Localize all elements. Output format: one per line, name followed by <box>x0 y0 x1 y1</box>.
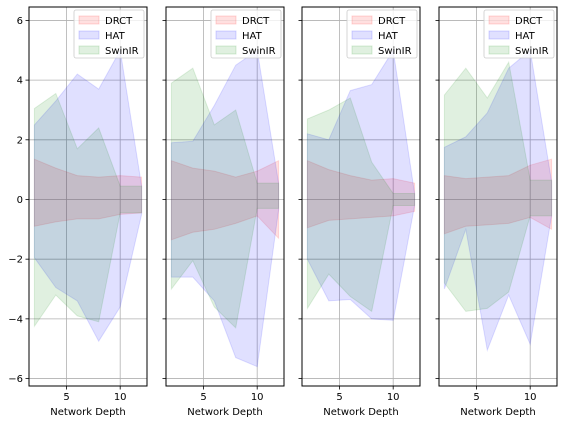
legend-swatch-drct <box>351 15 373 25</box>
legend-label-hat: HAT <box>105 31 126 42</box>
y-tick-label: 2 <box>17 135 23 146</box>
x-tick-label: 5 <box>473 392 479 403</box>
plot-area <box>302 7 420 386</box>
chart-panel-3: 5 10 Network Depth DRCT HAT SwinIR <box>298 6 421 418</box>
axes-frame <box>301 6 421 387</box>
chart-panel-1: 5 10 −6 −4 −2 0 2 4 6 Network Depth DRCT HAT SwinIR <box>8 6 148 418</box>
band-hat <box>170 49 280 368</box>
x-tick-label: 10 <box>387 392 400 403</box>
legend-swatch-hat <box>488 30 510 40</box>
legend-label-hat: HAT <box>242 31 263 42</box>
legend-swatch-swinir <box>488 45 510 55</box>
band-swinir <box>170 67 280 329</box>
legend: DRCT HAT SwinIR <box>346 9 418 59</box>
legend-box <box>210 9 282 59</box>
legend-box <box>73 9 145 59</box>
y-tick-label: 4 <box>17 76 23 87</box>
x-tick-label: 10 <box>251 392 264 403</box>
x-tick-label: 10 <box>114 392 127 403</box>
legend-swatch-hat <box>215 30 237 40</box>
band-swinir <box>306 97 416 313</box>
legend-swatch-drct <box>488 15 510 25</box>
band-swinir <box>443 60 553 312</box>
legend-swatch-drct <box>215 15 237 25</box>
x-axis-label: Network Depth <box>187 407 262 418</box>
legend-swatch-hat <box>351 30 373 40</box>
y-tick-label: −2 <box>8 255 23 266</box>
plot-area <box>166 7 284 386</box>
legend-label-drct: DRCT <box>378 16 406 27</box>
band-hat <box>306 48 416 321</box>
legend-label-swinir: SwinIR <box>105 46 139 57</box>
legend-label-drct: DRCT <box>242 16 270 27</box>
band-swinir <box>33 92 143 328</box>
band-hat <box>33 48 143 343</box>
legend-swatch-hat <box>78 30 100 40</box>
x-tick-label: 5 <box>336 392 342 403</box>
legend-box <box>483 9 555 59</box>
x-tick-label: 5 <box>200 392 206 403</box>
axes-frame <box>28 6 148 387</box>
legend-label-hat: HAT <box>378 31 399 42</box>
legend: DRCT HAT SwinIR <box>210 9 282 59</box>
band-drct <box>443 158 553 235</box>
legend-label-swinir: SwinIR <box>378 46 412 57</box>
legend-label-swinir: SwinIR <box>242 46 276 57</box>
legend-label-hat: HAT <box>515 31 536 42</box>
axes-frame <box>438 6 558 387</box>
legend-swatch-swinir <box>215 45 237 55</box>
legend-label-drct: DRCT <box>515 16 543 27</box>
x-tick-label: 10 <box>524 392 537 403</box>
y-tick-label: −6 <box>8 374 23 385</box>
band-drct <box>306 159 416 229</box>
x-tick-label: 5 <box>63 392 69 403</box>
y-tick-label: 0 <box>17 195 23 206</box>
chart-panel-4: 5 10 Network Depth DRCT HAT SwinIR <box>435 6 558 418</box>
plot-area <box>29 7 147 386</box>
x-axis-label: Network Depth <box>323 407 398 418</box>
legend-swatch-swinir <box>351 45 373 55</box>
band-hat <box>443 49 553 353</box>
x-axis-label: Network Depth <box>50 407 125 418</box>
x-axis-label: Network Depth <box>460 407 535 418</box>
band-drct <box>170 159 280 241</box>
legend: DRCT HAT SwinIR <box>483 9 555 59</box>
axes-frame <box>165 6 285 387</box>
chart-panel-2: 5 10 Network Depth DRCT HAT SwinIR <box>162 6 285 418</box>
y-tick-label: −4 <box>8 314 23 325</box>
band-drct <box>33 158 143 227</box>
legend: DRCT HAT SwinIR <box>73 9 145 59</box>
plot-area <box>439 7 557 386</box>
legend-swatch-drct <box>78 15 100 25</box>
legend-label-swinir: SwinIR <box>515 46 549 57</box>
legend-swatch-swinir <box>78 45 100 55</box>
legend-label-drct: DRCT <box>105 16 133 27</box>
legend-box <box>346 9 418 59</box>
y-tick-label: 6 <box>17 16 23 27</box>
